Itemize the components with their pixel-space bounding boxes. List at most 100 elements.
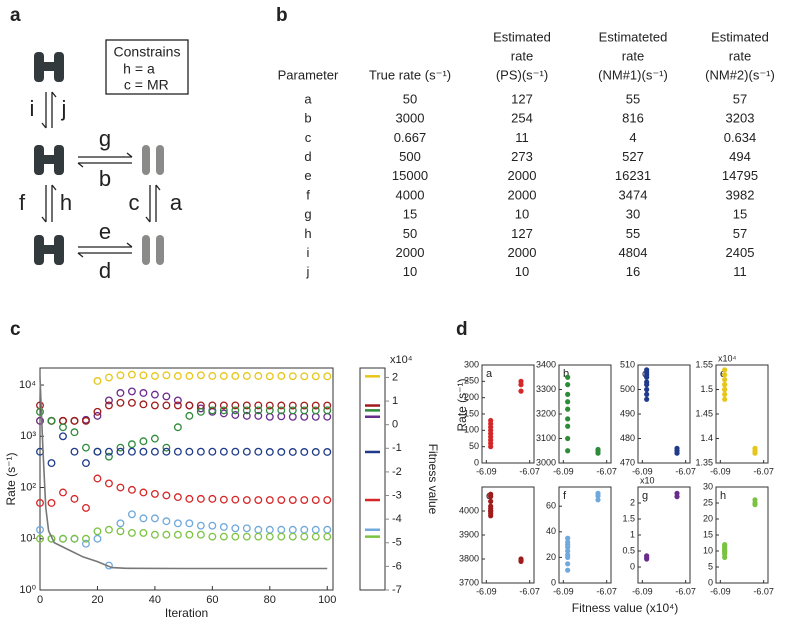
data-point <box>185 519 194 528</box>
data-point <box>277 401 286 410</box>
data-point <box>185 447 194 456</box>
data-point <box>70 416 79 425</box>
data-point <box>185 494 194 503</box>
y-tick-label: 10¹ <box>20 533 36 545</box>
data-point <box>265 401 274 410</box>
data-point <box>116 389 125 397</box>
data-point <box>82 459 90 468</box>
table-cell: 10 <box>515 207 529 222</box>
data-point <box>127 440 136 449</box>
table-cell: j <box>306 264 310 279</box>
data-point <box>93 527 102 536</box>
data-point <box>242 372 251 380</box>
data-point <box>93 377 102 385</box>
y-tick-label: 470 <box>620 457 635 467</box>
data-point <box>288 525 297 534</box>
y-tick-label: 5 <box>708 561 713 571</box>
data-point <box>173 447 182 456</box>
panel-label: b <box>276 5 288 26</box>
data-point <box>242 447 251 456</box>
y2-tick-label: -7 <box>392 584 402 596</box>
data-point <box>254 411 263 420</box>
data-point <box>208 447 217 456</box>
constraint-left: c = <box>124 77 143 93</box>
data-point <box>93 407 102 416</box>
data-point <box>242 532 251 541</box>
arrow <box>51 91 57 128</box>
data-point <box>488 498 494 504</box>
data-point <box>173 519 182 528</box>
data-point <box>139 400 148 409</box>
data-point <box>722 382 728 388</box>
data-point <box>185 530 194 539</box>
data-point <box>595 497 601 503</box>
x-tick-label: -6.07 <box>753 466 774 476</box>
data-point <box>565 416 571 422</box>
data-point <box>488 503 494 509</box>
data-point <box>93 411 102 420</box>
data-point <box>185 372 194 380</box>
y-tick-label: 20 <box>546 552 556 562</box>
y2-tick-label: -5 <box>392 537 402 549</box>
table-cell: g <box>304 207 311 222</box>
x-tick-label: 100 <box>318 594 336 606</box>
data-point <box>162 392 171 401</box>
data-point <box>127 528 136 537</box>
rate-label: c <box>129 190 140 215</box>
data-point <box>173 423 182 432</box>
data-point <box>488 491 494 497</box>
data-point <box>288 412 297 421</box>
x-tick-label: 80 <box>264 594 276 606</box>
y-tick-label: 1.55 <box>695 359 713 369</box>
table-cell: 4804 <box>619 245 648 260</box>
data-point <box>288 448 297 456</box>
data-point <box>674 490 680 496</box>
data-point <box>116 447 125 456</box>
arrow <box>41 185 47 223</box>
data-point <box>116 398 125 407</box>
data-point <box>265 412 274 421</box>
data-point <box>254 496 263 504</box>
data-point <box>82 416 90 425</box>
rate-label: a <box>170 190 183 215</box>
data-point <box>150 434 159 443</box>
data-point <box>104 401 113 410</box>
y-tick-label: 10⁴ <box>19 379 36 391</box>
data-point <box>127 510 136 519</box>
data-point <box>231 495 240 504</box>
data-point <box>565 552 571 558</box>
data-point <box>300 496 309 504</box>
data-point <box>644 386 650 393</box>
data-point <box>565 539 571 545</box>
data-point <box>162 517 171 526</box>
data-point <box>565 391 571 397</box>
arrow <box>51 184 57 222</box>
y-tick-label: 25 <box>703 497 713 507</box>
y-tick-label: 4000 <box>459 505 479 515</box>
table-cell: 16231 <box>615 168 651 183</box>
table-cell: 4000 <box>396 187 425 202</box>
data-point <box>93 534 102 543</box>
data-point <box>59 488 67 497</box>
open-state-icon <box>142 235 164 265</box>
table-cell: 3982 <box>726 187 755 202</box>
data-point <box>208 521 217 530</box>
data-point <box>139 389 148 397</box>
data-point <box>139 528 148 537</box>
subplot-label: h <box>720 490 726 502</box>
data-point <box>150 390 159 399</box>
y-tick-label: 10² <box>20 481 36 493</box>
data-point <box>565 423 571 429</box>
data-point <box>219 409 228 418</box>
constraint-right: a <box>147 61 155 77</box>
x-tick-label: -6.07 <box>519 586 540 596</box>
data-point <box>162 530 171 539</box>
data-point <box>242 411 251 420</box>
data-point <box>162 491 171 500</box>
arrow <box>145 185 151 223</box>
data-point <box>722 377 728 383</box>
data-point <box>722 391 728 397</box>
table-header: (NM#1)(s⁻¹) <box>598 67 668 82</box>
data-point <box>173 396 182 405</box>
y-tick-label: 3900 <box>459 529 479 539</box>
